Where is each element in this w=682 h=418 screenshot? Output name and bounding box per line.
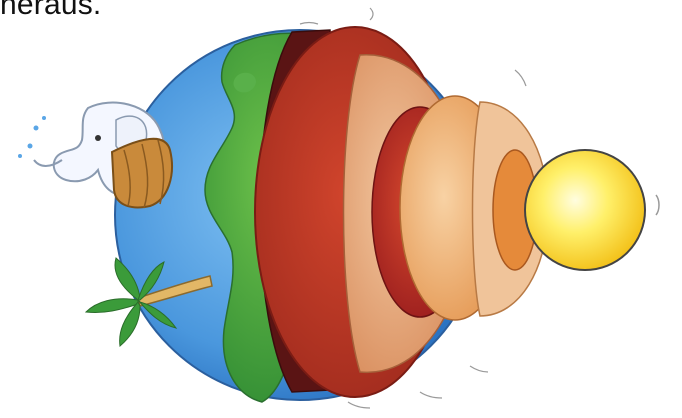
- palm-tree-icon: [84, 257, 213, 347]
- cutaway-layers-icon: [254, 26, 549, 398]
- motion-lines: [299, 7, 527, 409]
- inner-core-sun-icon: [524, 149, 660, 271]
- caption-text: heraus.: [0, 0, 102, 21]
- island-shape: [233, 72, 256, 93]
- wooden-barrel-icon: [110, 137, 173, 209]
